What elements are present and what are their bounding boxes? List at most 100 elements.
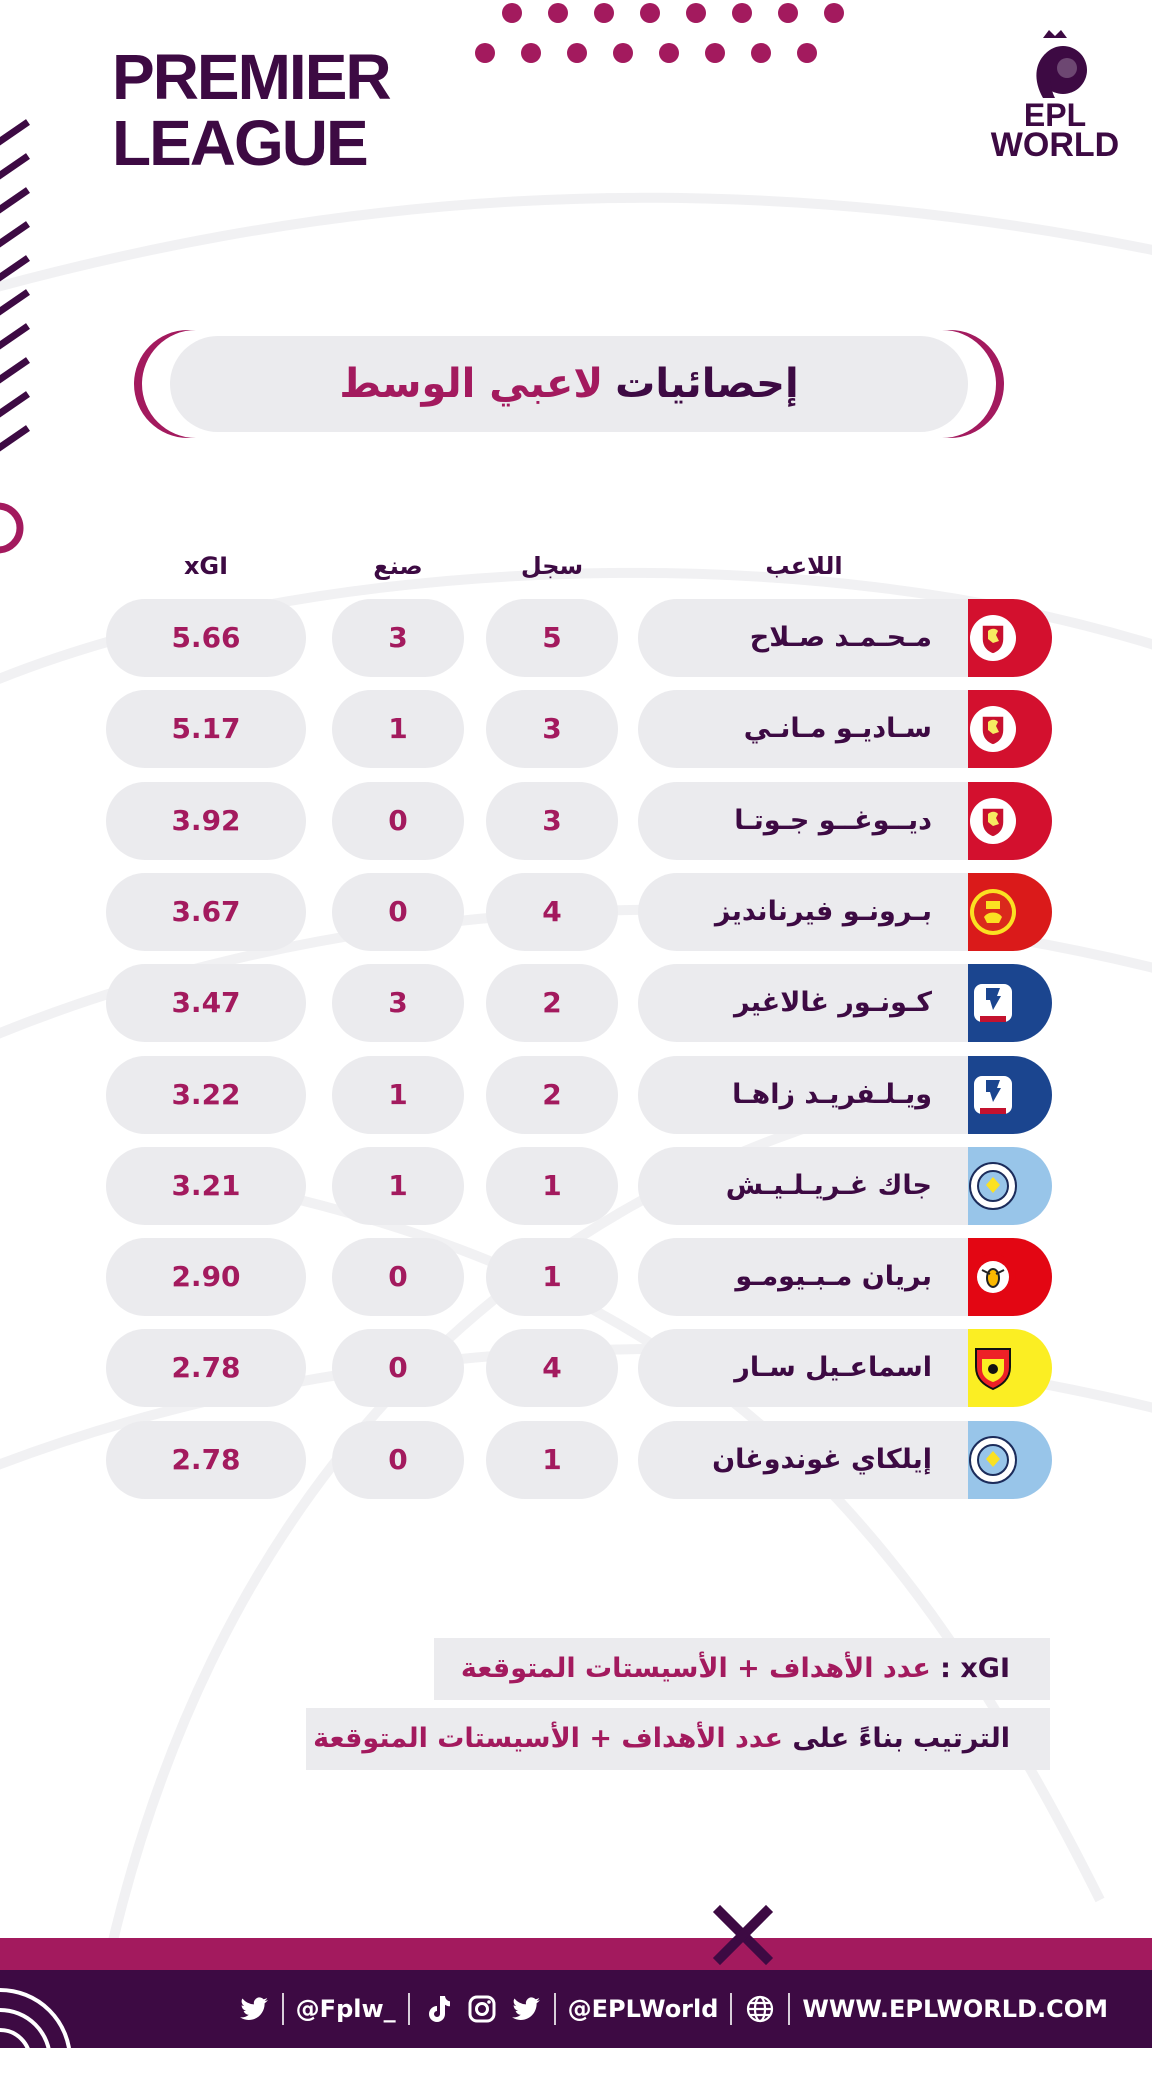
player-name: بـرونـو فيرنانديز: [714, 895, 932, 927]
premier-league-logo: PREMIER LEAGUE: [112, 44, 392, 179]
player-name-bg: [638, 1329, 968, 1408]
player-name-bg: [638, 1420, 968, 1499]
lion-crown-icon: [1036, 30, 1087, 98]
decorative-dots: [475, 3, 844, 63]
player-cell: إيلكاي غوندوغان: [638, 1420, 1052, 1499]
player-name-bg: [638, 781, 968, 860]
player-cell: جاك غـريـلـيـش: [638, 1146, 1052, 1225]
column-header-player: اللاعب: [765, 552, 843, 580]
player-cell: كـونـور غالاغير: [638, 964, 1052, 1043]
xgi-key: xGI: [960, 1653, 1010, 1684]
goals-cell: 4: [486, 1329, 618, 1408]
player-name: مـحـمـد صـلاح: [749, 622, 932, 653]
instagram-icon[interactable]: [466, 1993, 498, 2025]
column-header-xgi: xGI: [183, 552, 229, 580]
player-name: جاك غـريـلـيـش: [725, 1169, 932, 1201]
liverpool-crest-icon: [970, 706, 1016, 753]
manchester-city-crest-icon: [969, 1435, 1017, 1484]
assists-cell: 3: [332, 964, 464, 1043]
goals-cell: 3: [486, 690, 618, 769]
xgi-definition-note: xGI : عدد الأهداف + الأسيستات المتوقعة: [434, 1638, 1050, 1700]
assists-cell: 0: [332, 1420, 464, 1499]
footer-divider: [281, 1993, 284, 2025]
table-row: 3.22 1 2 ويـلـفريـد زاهـا: [106, 1055, 1052, 1134]
column-header-goals: سجل: [520, 552, 584, 580]
decorative-stripes: [0, 119, 30, 452]
assists-cell: 1: [332, 1146, 464, 1225]
table-row: 2.78 0 4 اسماعـيل سـار: [106, 1329, 1052, 1408]
website-link[interactable]: WWW.EPLWORLD.COM: [802, 1995, 1108, 2023]
xgi-cell: 2.78: [106, 1420, 306, 1499]
title-part-2: لاعبي الوسط: [339, 361, 604, 407]
twitter-icon[interactable]: [510, 1993, 542, 2025]
eplworld-handle[interactable]: @EPLWorld: [567, 1995, 719, 2023]
footer-accent-bar: [0, 1938, 1152, 1970]
brentford-crest-icon: [970, 1254, 1016, 1301]
player-cell: بريان مـبـيومـو: [638, 1238, 1052, 1317]
goals-cell: 4: [486, 872, 618, 951]
table-row: 3.92 0 3 ديــوغــو جـوتـا: [106, 781, 1052, 860]
crystal-palace-crest-icon: [974, 1075, 1012, 1114]
player-name-bg: [638, 872, 968, 951]
epl-world-logo: EPL WORLD: [990, 24, 1120, 174]
xgi-cell: 3.47: [106, 964, 306, 1043]
player-name: ويـلـفريـد زاهـا: [732, 1078, 932, 1110]
player-cell: مـحـمـد صـلاح: [638, 599, 1052, 677]
player-cell: اسماعـيل سـار: [638, 1329, 1052, 1408]
player-name-bg: [638, 1055, 968, 1134]
title-part-1: إحصائيات: [615, 361, 799, 407]
player-name-bg: [638, 1238, 968, 1317]
player-cell: سـاديـو مـانـي: [638, 690, 1052, 769]
assists-cell: 1: [332, 1055, 464, 1134]
xgi-cell: 3.22: [106, 1055, 306, 1134]
player-name: كـونـور غالاغير: [733, 987, 932, 1019]
goals-cell: 1: [486, 1238, 618, 1317]
manchester-city-crest-icon: [969, 1161, 1017, 1210]
player-name: إيلكاي غوندوغان: [712, 1443, 932, 1475]
assists-cell: 0: [332, 872, 464, 951]
footer-links: @Fplw_ @EPLWorld WWW.EPLWORLD.COM: [238, 1970, 1108, 2048]
player-cell: بـرونـو فيرنانديز: [638, 872, 1052, 951]
twitter-handle-fplw[interactable]: @Fplw_: [295, 1995, 396, 2023]
table-row: 2.90 0 1 بريان مـبـيومـو: [106, 1238, 1052, 1317]
table-row: 5.66 3 5 مـحـمـد صـلاح: [106, 599, 1052, 677]
player-name-bg: [638, 690, 968, 769]
goals-cell: 3: [486, 781, 618, 860]
goals-cell: 1: [486, 1146, 618, 1225]
footer-bar: @Fplw_ @EPLWorld WWW.EPLWORLD.COM: [0, 1970, 1152, 2048]
player-name: بريان مـبـيومـو: [735, 1261, 932, 1293]
decorative-rings: [0, 1988, 72, 2080]
player-name-bg: [638, 599, 968, 677]
goals-cell: 2: [486, 1055, 618, 1134]
assists-cell: 3: [332, 599, 464, 677]
goals-cell: 2: [486, 964, 618, 1043]
player-name-bg: [638, 964, 968, 1043]
assists-cell: 1: [332, 690, 464, 769]
page-title: إحصائيات لاعبي الوسط: [170, 336, 968, 432]
footer-divider: [788, 1993, 791, 2025]
player-name-bg: [638, 1146, 968, 1225]
twitter-icon[interactable]: [238, 1993, 270, 2025]
xgi-cell: 3.67: [106, 872, 306, 951]
close-x-icon: [712, 1904, 774, 1966]
table-row: 3.47 3 2 كـونـور غالاغير: [106, 964, 1052, 1043]
xgi-cell: 5.66: [106, 599, 306, 677]
table-row: 5.17 1 3 سـاديـو مـانـي: [106, 690, 1052, 769]
xgi-cell: 3.92: [106, 781, 306, 860]
ranking-prefix: الترتيب بناءً على: [792, 1723, 1010, 1754]
assists-cell: 0: [332, 781, 464, 860]
xgi-cell: 3.21: [106, 1146, 306, 1225]
footer-divider: [553, 1993, 556, 2025]
liverpool-crest-icon: [970, 615, 1016, 661]
goals-cell: 5: [486, 599, 618, 677]
xgi-cell: 5.17: [106, 690, 306, 769]
liverpool-crest-icon: [970, 797, 1016, 844]
player-cell: ويـلـفريـد زاهـا: [638, 1055, 1052, 1134]
ranking-note: الترتيب بناءً على عدد الأهداف + الأسيستا…: [306, 1708, 1050, 1770]
league-line-2: LEAGUE: [112, 107, 369, 179]
assists-cell: 0: [332, 1238, 464, 1317]
table-row: 3.67 0 4 بـرونـو فيرنانديز: [106, 872, 1052, 951]
player-name: اسماعـيل سـار: [734, 1352, 932, 1384]
tiktok-icon[interactable]: [422, 1993, 454, 2025]
manchester-united-crest-icon: [970, 888, 1016, 935]
